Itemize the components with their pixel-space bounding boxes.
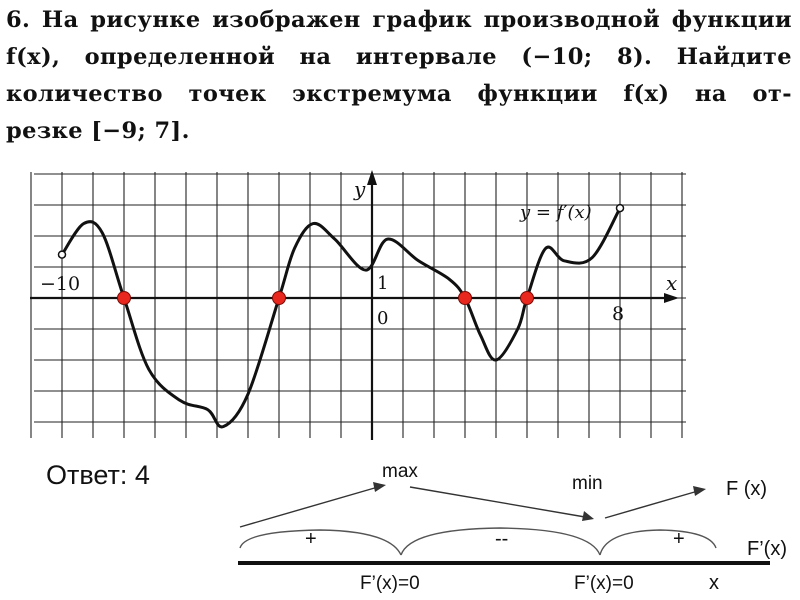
y-axis-arrow-icon <box>367 170 377 185</box>
zero-points <box>117 291 534 305</box>
tick-label-right: 8 <box>612 303 624 325</box>
min-label: min <box>572 473 603 494</box>
zero-point <box>458 291 472 305</box>
scheme-x-label: x <box>709 572 719 594</box>
sign-plus-1: + <box>305 528 317 550</box>
interval-endpoints <box>57 203 625 259</box>
zero-point <box>272 291 286 305</box>
endpoint-left <box>57 250 67 259</box>
zero-label-2: F’(x)=0 <box>574 573 634 594</box>
problem-line-4: резке [−9; 7]. <box>6 118 190 144</box>
derivative-curve <box>60 206 622 429</box>
arrow-decrease <box>409 486 586 518</box>
x-axis-label: x <box>666 271 677 295</box>
arc-positive-1 <box>239 529 402 556</box>
zero-point <box>520 291 534 305</box>
sign-plus-2: + <box>673 528 685 550</box>
arc-positive-2 <box>599 529 717 556</box>
curve-label: y = f′(x) <box>519 202 592 223</box>
arrow-decrease-head-icon <box>582 511 594 521</box>
arrow-increase-1 <box>239 486 379 528</box>
tick-label-one: 1 <box>377 273 388 294</box>
max-label: max <box>382 461 418 482</box>
x-axis-arrow-icon <box>664 293 679 303</box>
arc-negative <box>400 527 601 556</box>
derivative-label: F’(x) <box>747 538 787 560</box>
problem-line-1: 6. На рисунке изображен график производн… <box>6 7 792 33</box>
function-label: F (x) <box>726 478 767 500</box>
arrow-increase-2 <box>604 490 699 519</box>
problem-statement: 6. На рисунке изображен график производн… <box>6 2 792 150</box>
zero-label-1: F’(x)=0 <box>360 573 420 594</box>
tick-label-left: −10 <box>40 273 80 295</box>
answer-text: Ответ: 4 <box>46 460 150 490</box>
endpoint-right <box>615 203 625 213</box>
tick-label-zero: 0 <box>377 308 388 329</box>
arrow-increase-1-head-icon <box>373 482 386 492</box>
sign-minus: -- <box>495 528 508 550</box>
arrow-increase-2-head-icon <box>693 486 706 496</box>
problem-line-2: f(x), определенной на интервале (−10; 8)… <box>6 44 792 70</box>
zero-point <box>117 291 131 305</box>
y-axis-label: y <box>353 177 366 201</box>
problem-line-3: количество точек экстремума функции f(x)… <box>6 81 792 107</box>
